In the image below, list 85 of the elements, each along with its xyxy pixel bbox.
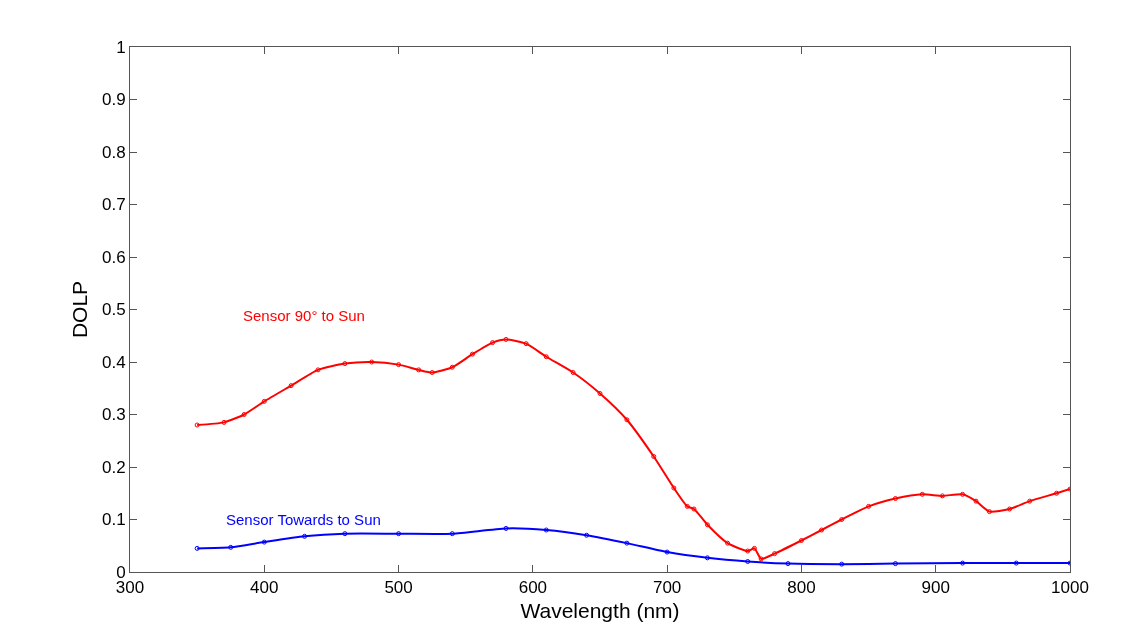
point [369, 359, 375, 365]
point [684, 503, 690, 509]
point [1027, 498, 1033, 504]
y-tick-label: 0.1 [101, 510, 126, 530]
point [490, 340, 496, 346]
point [939, 493, 945, 499]
point [751, 545, 757, 551]
point [960, 560, 966, 566]
point [745, 559, 751, 564]
point [416, 367, 422, 373]
point [798, 538, 804, 543]
point [469, 351, 475, 357]
point [758, 556, 764, 562]
point [664, 549, 670, 555]
point [241, 412, 247, 417]
point [302, 533, 308, 539]
point [1007, 506, 1013, 512]
point [704, 522, 710, 528]
x-axis-title: Wavelength (nm) [520, 598, 680, 622]
point [342, 361, 348, 367]
point [449, 364, 455, 370]
x-tick-label: 600 [518, 578, 548, 598]
point [745, 548, 751, 554]
point [228, 544, 234, 550]
point [866, 503, 872, 509]
point [704, 555, 710, 561]
x-tick-label: 1000 [1051, 578, 1089, 598]
point [570, 370, 576, 375]
point [785, 561, 791, 567]
y-axis-title: DOLP [68, 280, 92, 339]
point [892, 496, 898, 501]
y-tick-label: 0.2 [101, 457, 126, 477]
series-label: Sensor Towards to Sun [226, 511, 381, 528]
point [839, 561, 845, 567]
point [288, 383, 294, 389]
y-tick-label: 0.4 [101, 352, 126, 372]
point [691, 506, 697, 512]
point [221, 419, 227, 425]
y-tick-label: 0.7 [101, 195, 126, 215]
point [973, 498, 979, 504]
x-tick-label: 900 [921, 578, 950, 598]
point [543, 527, 549, 533]
y-tick-label: 0.5 [101, 300, 126, 320]
point [523, 341, 529, 347]
point [986, 509, 992, 515]
point [342, 531, 348, 537]
point [671, 485, 677, 491]
point [919, 491, 925, 497]
point [1054, 490, 1060, 496]
point [396, 362, 402, 368]
point [892, 561, 898, 567]
y-tick-label: 1 [116, 37, 126, 57]
point [315, 367, 321, 373]
point [839, 517, 845, 522]
point [449, 531, 455, 537]
point [624, 540, 630, 546]
y-tick-label: 0.9 [101, 90, 126, 110]
y-tick-label: 0.8 [101, 142, 126, 162]
x-tick-label: 500 [384, 578, 413, 598]
line-series [194, 336, 1070, 562]
point [960, 491, 966, 497]
text: Sensor 90° to Sun [243, 307, 365, 324]
point [396, 531, 402, 537]
point [725, 540, 731, 546]
point [1013, 560, 1019, 566]
point [194, 422, 200, 428]
point [429, 370, 435, 375]
x-tick-label: 400 [250, 578, 279, 598]
point [651, 454, 657, 459]
point [261, 539, 267, 545]
point [503, 336, 509, 342]
y-tick-label: 0.6 [101, 247, 126, 267]
x-tick-label: 800 [787, 578, 816, 598]
point [772, 551, 778, 557]
y-tick-label: 0.3 [101, 405, 126, 425]
x-tick-label: 700 [652, 578, 682, 598]
line-series [194, 525, 1070, 567]
point [584, 532, 590, 538]
point [624, 417, 630, 423]
point [503, 525, 509, 531]
point [261, 398, 267, 404]
point [194, 545, 200, 551]
point [543, 354, 549, 360]
point [819, 527, 825, 533]
point [597, 391, 603, 396]
